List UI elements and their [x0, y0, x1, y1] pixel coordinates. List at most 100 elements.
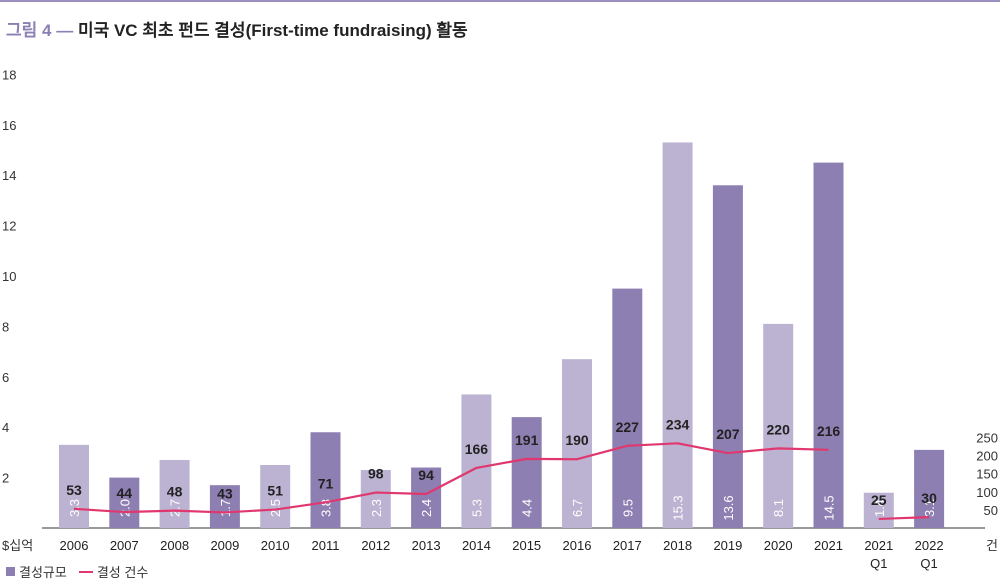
x-tick-label: 2010: [261, 538, 290, 553]
x-tick-label: 2006: [60, 538, 89, 553]
left-axis-unit: $십억: [2, 538, 33, 553]
right-tick-label: 200: [976, 449, 998, 464]
x-tick-label: 2012: [361, 538, 390, 553]
x-tick-label: 2020: [764, 538, 793, 553]
left-tick-label: 8: [2, 319, 9, 334]
x-tick-label: 2015: [512, 538, 541, 553]
bar-value-label: 2.0: [117, 499, 132, 517]
line-value-label: 190: [565, 432, 589, 448]
left-axis: 2 4 6 8 10 12 14 16 18: [2, 67, 16, 485]
top-rule: [0, 0, 1000, 2]
bar: [109, 477, 140, 528]
left-tick-label: 14: [2, 168, 16, 183]
bar-value-label: 2.7: [168, 499, 183, 517]
line-value-label: 98: [368, 466, 384, 482]
bar: [712, 185, 743, 528]
bar: [562, 359, 592, 528]
left-tick-label: 10: [2, 269, 16, 284]
left-tick-label: 18: [2, 67, 16, 82]
bar: [159, 459, 190, 528]
bar-value-label: 2.5: [268, 499, 283, 517]
line-value-label: 166: [465, 441, 489, 457]
line-value-label: 44: [117, 485, 133, 501]
bar: [511, 417, 542, 528]
line-value-label: 48: [167, 484, 183, 500]
left-tick-label: 6: [2, 370, 9, 385]
right-tick-label: 100: [976, 485, 998, 500]
bar: [260, 465, 291, 528]
x-tick-label: 2018: [663, 538, 692, 553]
bar: [662, 142, 693, 528]
bar: [411, 467, 442, 528]
right-axis: 50 100 150 200 250: [976, 431, 998, 518]
line-value-label: 234: [666, 416, 690, 432]
line-value-label: 220: [767, 421, 791, 437]
bar: [59, 444, 89, 528]
bar-value-label: 2.3: [369, 499, 384, 517]
bar: [914, 449, 945, 528]
line-value-label: 216: [817, 423, 841, 439]
bar-value-labels: 3.3 2.0 2.7 1.7 2.5 3.8 2.3 2.4 5.3 4.4 6.7 9.5 15.3…: [67, 495, 937, 520]
left-tick-label: 16: [2, 118, 16, 133]
legend-bar-swatch: [6, 567, 15, 576]
bar: [813, 162, 844, 528]
bar-value-label: 6.7: [570, 499, 585, 517]
chart-title: 그림 4 — 미국 VC 최초 펀드 결성(First-time fundrai…: [6, 16, 468, 41]
x-tick-label: 2007: [110, 538, 139, 553]
bar: [209, 485, 240, 528]
line-series: [73, 442, 930, 521]
x-tick-label: 2022 Q1: [915, 538, 944, 571]
left-tick-label: 4: [2, 420, 9, 435]
bar-value-label: 3.1: [922, 499, 937, 517]
bar-value-label: 1.4: [872, 499, 887, 517]
bar-value-label: 5.3: [469, 499, 484, 517]
line-value-label: 191: [515, 432, 539, 448]
x-tick-label: 2013: [412, 538, 441, 553]
left-tick-label: 2: [2, 471, 9, 486]
line-value-label: 30: [921, 490, 937, 506]
bar-value-label: 15.3: [671, 495, 686, 520]
left-tick-label: 12: [2, 219, 16, 234]
title-dash: —: [56, 21, 74, 40]
bar-value-label: 2.4: [419, 499, 434, 517]
bar: [310, 432, 341, 528]
x-tick-label: 2009: [210, 538, 239, 553]
bar-value-label: 4.4: [520, 499, 535, 517]
line-value-labels: 53 44 48 43 51 71 98 94 166 191 190 227 234 207 220 216…: [66, 416, 937, 508]
x-tick-label: 2021 Q1: [864, 538, 893, 571]
x-tick-label: 2008: [160, 538, 189, 553]
legend: 결성규모 결성 건수: [6, 562, 148, 581]
right-tick-label: 250: [976, 431, 998, 446]
line-value-label: 71: [318, 475, 334, 491]
line-value-label: 207: [716, 426, 740, 442]
legend-line-label: 결성 건수: [96, 565, 149, 580]
title-text: 미국 VC 최초 펀드 결성(First-time fundraising) 활…: [77, 21, 468, 40]
bar-value-label: 9.5: [620, 499, 635, 517]
bar-value-label: 1.7: [218, 499, 233, 517]
bar: [763, 323, 794, 528]
bar: [612, 288, 643, 528]
line-value-label: 227: [616, 419, 640, 435]
bar: [863, 492, 894, 528]
bar-value-label: 14.5: [822, 495, 837, 520]
x-tick-label: 2016: [563, 538, 592, 553]
bar: [461, 394, 492, 528]
x-tick-label: 2017: [613, 538, 642, 553]
right-tick-label: 150: [976, 467, 998, 482]
bar-value-label: 8.1: [771, 499, 786, 517]
right-axis-unit: 건: [986, 538, 998, 553]
count-line: [73, 442, 829, 514]
x-tick-label: 2019: [713, 538, 742, 553]
line-value-label: 25: [871, 492, 887, 508]
x-tick-label: 2021: [814, 538, 843, 553]
legend-bar-label: 결성규모: [19, 565, 67, 580]
line-value-label: 51: [267, 483, 283, 499]
bar-value-label: 13.6: [721, 495, 736, 520]
count-line: [878, 516, 930, 521]
line-value-label: 43: [217, 485, 233, 501]
x-axis-labels: 2006 2007 2008 2009 2010 2011 2012 2013 2014 2015…: [60, 538, 944, 571]
bar-series: [59, 142, 945, 528]
x-tick-label: 2011: [312, 538, 340, 553]
line-value-label: 94: [418, 467, 434, 483]
